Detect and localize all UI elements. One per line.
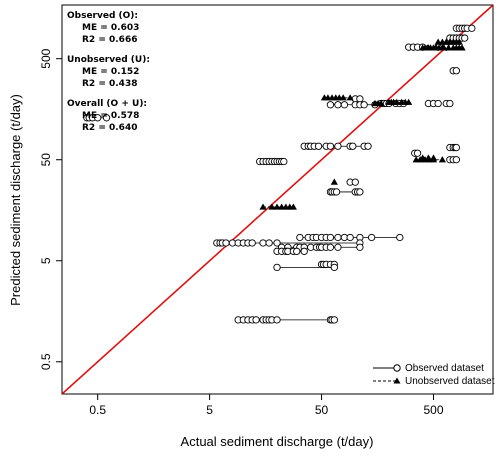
observed-point [293,247,301,255]
stats-overall-me: ME = 0.578 [82,111,139,121]
y-tick-label: 5 [39,257,53,264]
unobserved-point [273,203,281,210]
observed-point [273,316,281,324]
stats-unobserved-me: ME = 0.152 [82,67,139,77]
unobserved-point [429,156,438,163]
stats-overall-r2: R2 = 0.640 [82,123,137,133]
legend-unobserved-label: Unobserved dataset [405,376,495,387]
unobserved-point [259,203,267,210]
observed-point [273,263,281,272]
observed-point [446,99,454,108]
unobserved-point [405,98,413,105]
observed-point [468,24,476,32]
x-axis: 0.5 5 50 500 [89,394,444,417]
observed-point [364,142,372,150]
y-axis-title: Predicted sediment discharge (t/day) [8,94,23,306]
y-axis: 0.5 5 50 500 [39,48,62,370]
stats-observed-me: ME = 0.603 [82,23,139,33]
unobserved-point [416,156,424,163]
stats-unobserved-header: Unobserved (U): [67,55,150,65]
observed-point [332,188,341,196]
observed-point [300,247,308,255]
observed-point [356,188,364,196]
unobserved-point [444,44,453,51]
observed-point [452,156,461,164]
stats-observed-header: Observed (O): [67,11,138,21]
x-tick-label: 0.5 [89,403,106,417]
x-tick-label: 50 [315,403,329,417]
observed-point [367,233,376,242]
observed-point [356,243,364,251]
unobserved-point [393,98,401,105]
legend-observed-label: Observed dataset [405,363,484,374]
data-layer [83,24,476,324]
unobserved-point [377,99,385,107]
observed-point [349,142,357,150]
observed-point [330,316,338,324]
plot-area-frame [61,4,494,395]
stats-overall-header: Overall (O + U): [67,99,147,109]
observed-point [330,263,338,272]
x-tick-label: 5 [206,403,213,417]
y-tick-label: 500 [39,48,53,68]
unobserved-point [339,94,347,101]
observed-point [413,149,422,157]
observed-point [280,157,288,166]
observed-point [326,233,335,242]
unobserved-point [289,203,297,210]
observed-point [265,239,273,247]
observed-point [326,142,335,150]
one-to-one-line [62,5,493,394]
observed-point [334,101,342,109]
stats-unobserved-r2: R2 = 0.438 [82,79,137,89]
stats-block: Observed (O): ME = 0.603 R2 = 0.666 Unob… [67,11,150,133]
unobserved-point [330,178,338,185]
stats-observed-r2: R2 = 0.666 [82,35,137,45]
observed-point [351,178,359,186]
x-axis-title: Actual sediment discharge (t/day) [181,434,374,449]
legend-observed-marker [393,364,401,372]
observed-point [252,316,260,324]
unobserved-point [438,156,446,163]
observed-point [396,233,404,242]
unobserved-point [268,203,276,210]
unobserved-point [455,38,463,45]
observed-point [452,143,461,152]
observed-point [273,239,281,247]
observed-point [434,99,442,108]
observed-point [296,233,304,242]
observed-point [334,233,342,242]
observed-point [360,101,368,109]
observed-point [94,114,102,122]
legend-unobserved-marker [393,377,401,384]
observed-point [334,142,342,150]
y-tick-label: 50 [39,153,53,167]
observed-point [340,101,349,109]
observed-point [346,233,354,242]
observed-point [314,142,323,150]
observed-point [326,101,335,109]
observed-point [248,239,256,247]
x-tick-label: 500 [423,403,443,417]
unobserved-point [346,94,354,101]
observed-point [452,67,461,75]
observed-point [326,243,335,251]
observed-point [259,239,267,247]
observed-point [102,114,111,122]
y-tick-label: 0.5 [39,353,53,370]
unobserved-point [458,44,466,51]
observed-point [222,239,230,247]
observed-point [461,34,469,42]
legend: Observed dataset Unobserved dataset [373,363,495,387]
observed-point [334,243,342,251]
